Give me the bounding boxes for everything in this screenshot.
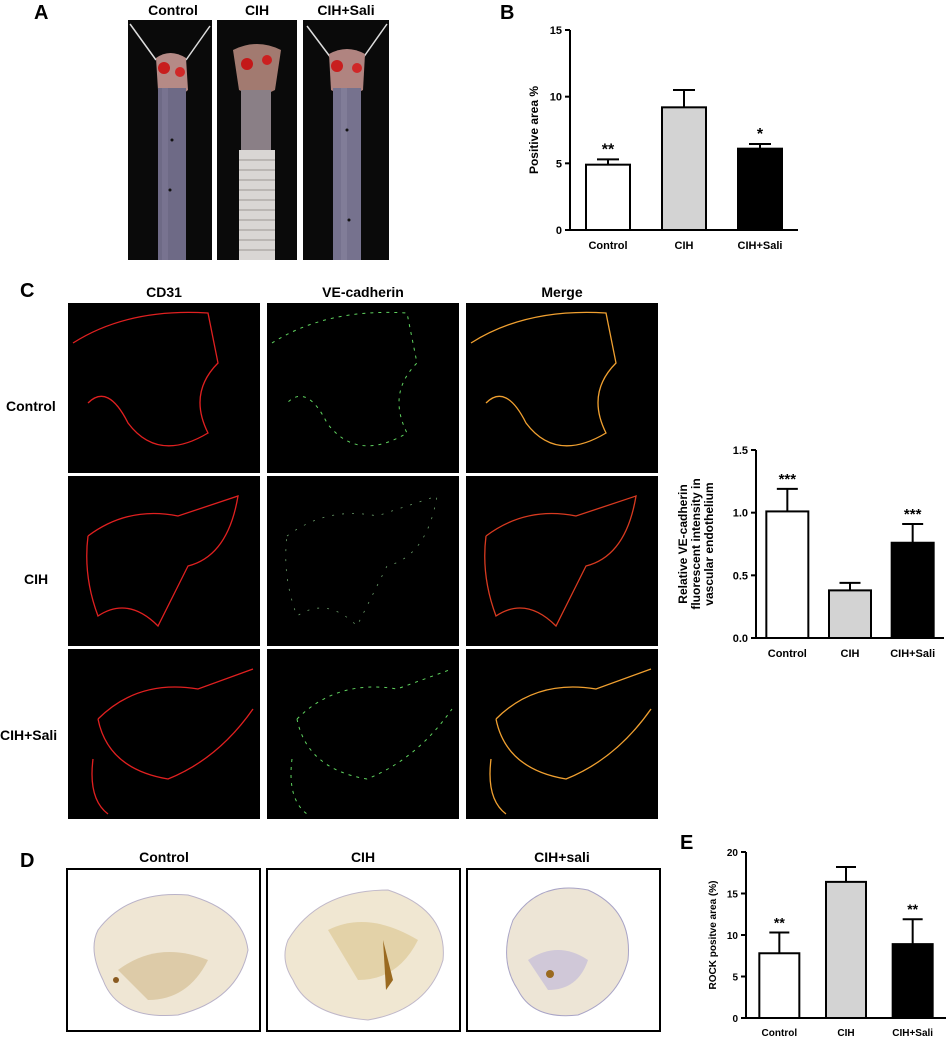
aorta-photo-cih-sali xyxy=(303,20,389,260)
chart-c-y-label: Relative VE-cadherinfluorescent intensit… xyxy=(676,478,716,609)
panel-d-column-control: Control xyxy=(139,849,189,865)
panel-a-column-cih: CIH xyxy=(244,2,270,18)
chart-c-y-tick-label: 1.5 xyxy=(733,445,748,457)
chart-c-bar-1 xyxy=(828,589,872,640)
ihc-image-control xyxy=(66,868,261,1032)
fluor-cih-sali-ve-cadherin xyxy=(267,649,459,819)
chart-b-significance: * xyxy=(757,126,764,143)
fluor-cih-merge xyxy=(466,476,658,646)
fluor-cih-sali-merge xyxy=(466,649,658,819)
fluor-control-cd31 xyxy=(68,303,260,473)
chart-e-bar-1 xyxy=(825,880,867,1019)
chart-e-plot: 0 5 10 15 20 ROCK positve area (%) Control ** CI… xyxy=(708,848,946,1037)
chart-b-y-tick-label: 5 xyxy=(556,158,562,170)
chart-e-y-tick-label: 15 xyxy=(727,890,739,901)
fluor-cih-sali-cd31 xyxy=(68,649,260,819)
chart-e-y-tick-label: 10 xyxy=(727,931,739,942)
panel-label-b: B xyxy=(500,2,515,24)
ihc-image-cih-sali xyxy=(466,868,661,1032)
chart-b-y-label: Positive area % xyxy=(527,86,541,174)
fluor-control-merge xyxy=(466,303,658,473)
chart-e-significance: ** xyxy=(774,915,785,931)
fluor-cih-ve-cadherin xyxy=(267,476,459,646)
chart-e-x-tick-label: CIH+Sali xyxy=(892,1028,933,1037)
aorta-photo-cih xyxy=(217,20,297,260)
panel-label-d: D xyxy=(20,850,35,872)
fluor-control-ve-cadherin xyxy=(267,303,459,473)
chart-c-y-tick-label: 0.0 xyxy=(733,633,748,645)
panel-label-e: E xyxy=(680,832,694,854)
panel-c-row-cih: CIH xyxy=(24,571,49,587)
chart-b-y-tick-label: 15 xyxy=(550,25,562,37)
panel-c-row-control: Control xyxy=(6,398,56,414)
panel-label-a: A xyxy=(34,2,49,24)
chart-b: 0 5 10 15 Positive area % Control ** CIH CIH+Sal… xyxy=(527,25,798,252)
chart-e-y-tick-label: 20 xyxy=(727,848,739,859)
chart-e-x-tick-label: Control xyxy=(762,1028,798,1037)
chart-b-plot: 0 5 10 15 Positive area % Control ** CIH CIH+Sal… xyxy=(527,25,798,252)
chart-c-significance: *** xyxy=(904,506,922,523)
chart-e-bar-0 xyxy=(758,952,801,1019)
chart-b-bar-2 xyxy=(737,147,783,232)
panel-c-column-ve-cadherin: VE-cadherin xyxy=(322,284,404,300)
panel-c-row-cih-sali: CIH+Sali xyxy=(0,727,58,743)
panel-d-column-cih-sali: CIH+sali xyxy=(534,849,590,865)
chart-c-bar-0 xyxy=(765,510,810,639)
chart-e-y-tick-label: 5 xyxy=(732,973,738,984)
panel-d-column-cih: CIH xyxy=(350,849,376,865)
chart-c-significance: *** xyxy=(779,471,797,488)
chart-b-x-tick-label: CIH+Sali xyxy=(738,240,783,252)
chart-e-bar-2 xyxy=(891,943,934,1019)
chart-c-x-tick-label: CIH+Sali xyxy=(890,648,935,660)
chart-e: 0 5 10 15 20 ROCK positve area (%) Control ** CI… xyxy=(708,848,946,1037)
aorta-photo-control xyxy=(128,20,212,260)
chart-b-x-tick-label: Control xyxy=(588,240,627,252)
fluor-cih-cd31 xyxy=(68,476,260,646)
chart-c-bar-2 xyxy=(890,541,935,639)
chart-c-y-tick-label: 1.0 xyxy=(733,508,748,520)
chart-c-y-tick-label: 0.5 xyxy=(733,570,748,582)
chart-b-bar-1 xyxy=(661,106,707,231)
chart-e-significance: ** xyxy=(907,901,918,917)
chart-b-x-tick-label: CIH xyxy=(675,240,694,252)
panel-a-column-control: Control xyxy=(148,2,198,18)
chart-e-y-tick-label: 0 xyxy=(732,1014,738,1025)
chart-c: 0.0 0.5 1.0 1.5 Relative VE-cadherinfluoresc… xyxy=(676,445,944,660)
panel-c-column-cd31: CD31 xyxy=(146,284,182,300)
chart-b-y-tick-label: 0 xyxy=(556,225,562,237)
chart-e-x-tick-label: CIH xyxy=(837,1028,854,1037)
panel-label-c: C xyxy=(20,280,35,302)
chart-e-y-label: ROCK positve area (%) xyxy=(708,881,719,990)
chart-b-bar-0 xyxy=(585,163,631,232)
chart-b-significance: ** xyxy=(602,141,615,158)
ihc-image-cih xyxy=(266,868,461,1032)
panel-c-column-merge: Merge xyxy=(541,284,583,300)
chart-c-plot: 0.0 0.5 1.0 1.5 Relative VE-cadherinfluoresc… xyxy=(676,445,944,660)
panel-a-column-cih-sali: CIH+Sali xyxy=(317,2,375,18)
chart-c-x-tick-label: Control xyxy=(768,648,807,660)
chart-b-y-tick-label: 10 xyxy=(550,92,562,104)
chart-c-x-tick-label: CIH xyxy=(841,648,860,660)
